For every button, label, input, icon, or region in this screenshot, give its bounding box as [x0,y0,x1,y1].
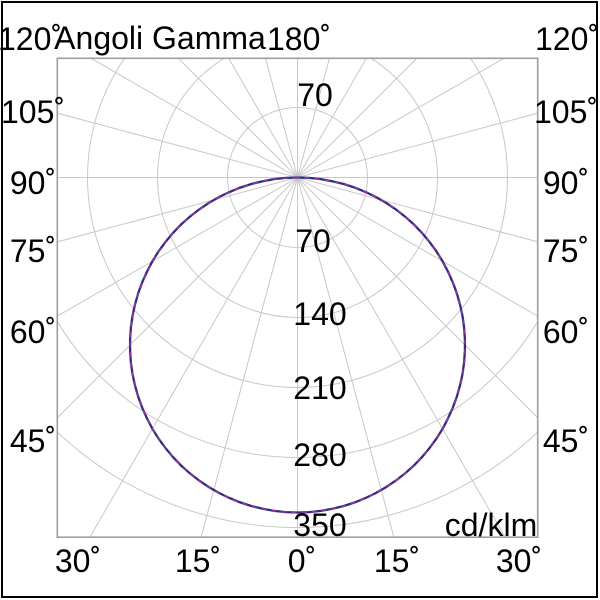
unit-label: cd/klm [444,507,538,543]
gamma-label-bottom-30-left: 30˚ [54,543,102,579]
radial-tick-70: 70 [295,223,331,259]
gamma-label-right-60: 60˚ [542,314,590,350]
gamma-label-right-45: 45˚ [542,423,590,459]
gamma-label-left-60: 60˚ [9,314,57,350]
gamma-label-top-180: 180˚ [266,21,332,57]
gamma-label-top-left-120: 120˚ [0,21,63,57]
gamma-label-right-105: 105˚ [533,94,599,130]
chart-title: Angoli Gamma [54,20,266,56]
gamma-label-right-75: 75˚ [542,233,590,269]
gamma-label-left-45: 45˚ [9,423,57,459]
radial-tick-70-top: 70 [297,77,333,113]
gamma-label-bottom-15-left: 15˚ [174,543,222,579]
radial-tick-350: 350 [293,507,347,543]
radial-tick-140: 140 [293,296,347,332]
gamma-label-left-105: 105˚ [0,94,66,130]
gamma-label-top-right-120: 120˚ [534,21,600,57]
radial-tick-210: 210 [293,370,347,406]
gamma-label-bottom-30-right: 30˚ [495,543,543,579]
gamma-label-left-75: 75˚ [9,233,57,269]
radial-tick-280: 280 [293,437,347,473]
gamma-label-left-90: 90˚ [9,165,57,201]
gamma-label-bottom-0: 0˚ [287,543,317,579]
gamma-label-bottom-15-right: 15˚ [373,543,421,579]
gamma-label-right-90: 90˚ [542,165,590,201]
